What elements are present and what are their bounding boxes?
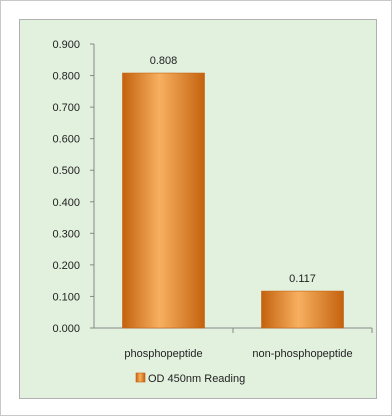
y-tick-label: 0.500 — [52, 165, 80, 177]
y-tick-label: 0.200 — [52, 260, 80, 272]
y-tick-label: 0.300 — [52, 228, 80, 240]
y-tick-label: 0.100 — [52, 291, 80, 303]
data-label: 0.808 — [150, 55, 178, 67]
y-tick-label: 0.400 — [52, 197, 80, 209]
chart-panel: 0.000 0.100 0.200 0.300 0.400 0.500 0.600 0.700… — [19, 19, 377, 399]
y-tick-label: 0.000 — [52, 323, 80, 335]
data-label: 0.117 — [289, 273, 316, 285]
bar — [261, 290, 344, 329]
y-tick-label: 0.800 — [52, 71, 80, 83]
legend-swatch — [135, 372, 146, 383]
bar — [122, 72, 205, 329]
y-tick-label: 0.700 — [52, 102, 80, 114]
y-tick-label: 0.900 — [52, 39, 80, 51]
x-category-label: phosphopeptide — [124, 348, 202, 360]
legend-label: OD 450nm Reading — [148, 373, 245, 385]
x-category-label: non-phosphopeptide — [252, 348, 352, 360]
y-tick-label: 0.600 — [52, 134, 80, 146]
bar-chart: 0.000 0.100 0.200 0.300 0.400 0.500 0.600 0.700… — [52, 39, 373, 385]
